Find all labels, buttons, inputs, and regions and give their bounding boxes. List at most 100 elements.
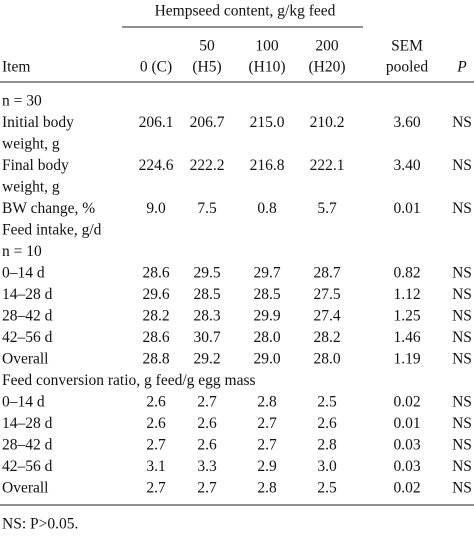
cell: 0.03 — [393, 437, 420, 454]
cell: 0.01 — [393, 415, 420, 432]
cell: 2.7 — [146, 437, 166, 454]
cell: 2.7 — [146, 480, 166, 497]
cell: 3.40 — [393, 157, 420, 174]
cell: 1.19 — [393, 351, 420, 368]
cell: 224.6 — [139, 157, 174, 174]
cell: NS — [452, 415, 472, 432]
cell: 29.9 — [253, 308, 280, 325]
cell: NS — [452, 200, 472, 217]
cell: 2.5 — [317, 480, 337, 497]
cell: 1.46 — [393, 329, 420, 346]
cell: 3.1 — [146, 458, 165, 475]
cell: 210.2 — [310, 114, 345, 131]
row-label: Feed intake, g/d — [2, 222, 102, 239]
cell: 29.7 — [253, 265, 280, 282]
cell: 2.6 — [197, 415, 217, 432]
cell: 2.6 — [146, 394, 166, 411]
cell: 28.2 — [142, 308, 169, 325]
cell: 2.8 — [257, 394, 277, 411]
row-label: 42–56 d — [2, 458, 53, 475]
cell: 29.6 — [142, 286, 169, 303]
cell: 29.5 — [193, 265, 220, 282]
row-label: 14–28 d — [2, 286, 53, 303]
cell: 216.8 — [250, 157, 285, 174]
column-header: P — [456, 59, 467, 76]
cell: 7.5 — [197, 200, 217, 217]
row-label: 28–42 d — [2, 437, 53, 454]
row-label: BW change, % — [2, 200, 95, 217]
cell: 1.12 — [393, 286, 420, 303]
cell: 2.8 — [317, 437, 337, 454]
cell: 222.1 — [310, 157, 345, 174]
row-label: 42–56 d — [2, 329, 53, 346]
row-label: n = 10 — [2, 243, 42, 260]
cell: 2.6 — [317, 415, 337, 432]
cell: NS — [452, 265, 472, 282]
cell: 28.8 — [142, 351, 169, 368]
cell: 0.8 — [257, 200, 277, 217]
cell: 2.7 — [257, 437, 277, 454]
footnote: NS: P>0.05. — [2, 516, 78, 533]
column-header: (H20) — [308, 59, 345, 76]
cell: NS — [452, 329, 472, 346]
cell: NS — [452, 114, 472, 131]
row-label: n = 30 — [2, 93, 42, 110]
cell: NS — [452, 286, 472, 303]
row-label: Overall — [2, 351, 48, 368]
cell: 28.6 — [142, 329, 169, 346]
cell: 0.02 — [393, 394, 420, 411]
cell: 2.8 — [257, 480, 277, 497]
cell: 215.0 — [250, 114, 285, 131]
cell: 3.60 — [393, 114, 420, 131]
column-header: 100 — [255, 38, 279, 55]
cell: 27.5 — [313, 286, 340, 303]
column-header: (H5) — [192, 59, 221, 76]
cell: NS — [452, 437, 472, 454]
cell: 206.1 — [139, 114, 174, 131]
cell: NS — [452, 351, 472, 368]
group-header: Hempseed content, g/kg feed — [155, 3, 336, 20]
row-label: Feed conversion ratio, g feed/g egg mass — [2, 372, 256, 389]
row-label: Final body — [2, 157, 69, 174]
cell: 0.03 — [393, 458, 420, 475]
cell: 2.7 — [197, 394, 217, 411]
cell: 0.02 — [393, 480, 420, 497]
cell: 2.6 — [146, 415, 166, 432]
cell: 2.6 — [197, 437, 217, 454]
cell: 2.9 — [257, 458, 277, 475]
cell: 2.7 — [197, 480, 217, 497]
cell: 0.01 — [393, 200, 420, 217]
cell: 5.7 — [317, 200, 337, 217]
cell: 28.5 — [193, 286, 220, 303]
cell: NS — [452, 394, 472, 411]
cell: 3.3 — [197, 458, 217, 475]
cell: NS — [452, 458, 472, 475]
column-header: SEM — [391, 38, 423, 55]
cell: 29.0 — [253, 351, 280, 368]
cell: 28.2 — [313, 329, 340, 346]
column-header: (H10) — [248, 59, 285, 76]
cell: NS — [452, 308, 472, 325]
cell: 206.7 — [190, 114, 225, 131]
cell: 0.82 — [393, 265, 420, 282]
column-header: 0 (C) — [140, 59, 172, 76]
row-label: weight, g — [2, 136, 60, 153]
cell: 28.6 — [142, 265, 169, 282]
cell: 28.0 — [253, 329, 280, 346]
cell: 29.2 — [193, 351, 220, 368]
row-label: weight, g — [2, 179, 60, 196]
cell: 28.0 — [313, 351, 340, 368]
row-label: Initial body — [2, 114, 74, 131]
row-label: Overall — [2, 480, 48, 497]
cell: 222.2 — [190, 157, 225, 174]
cell: 28.5 — [253, 286, 280, 303]
cell: NS — [452, 157, 472, 174]
row-label: 0–14 d — [2, 265, 45, 282]
cell: 28.3 — [193, 308, 220, 325]
column-header: pooled — [386, 59, 428, 76]
cell: 3.0 — [317, 458, 337, 475]
column-header: Item — [2, 59, 30, 76]
column-header: 200 — [315, 38, 339, 55]
row-label: 14–28 d — [2, 415, 53, 432]
